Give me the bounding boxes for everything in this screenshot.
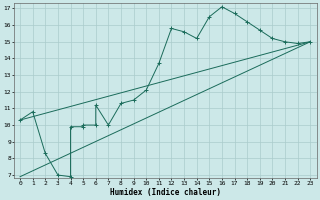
X-axis label: Humidex (Indice chaleur): Humidex (Indice chaleur)	[110, 188, 220, 197]
